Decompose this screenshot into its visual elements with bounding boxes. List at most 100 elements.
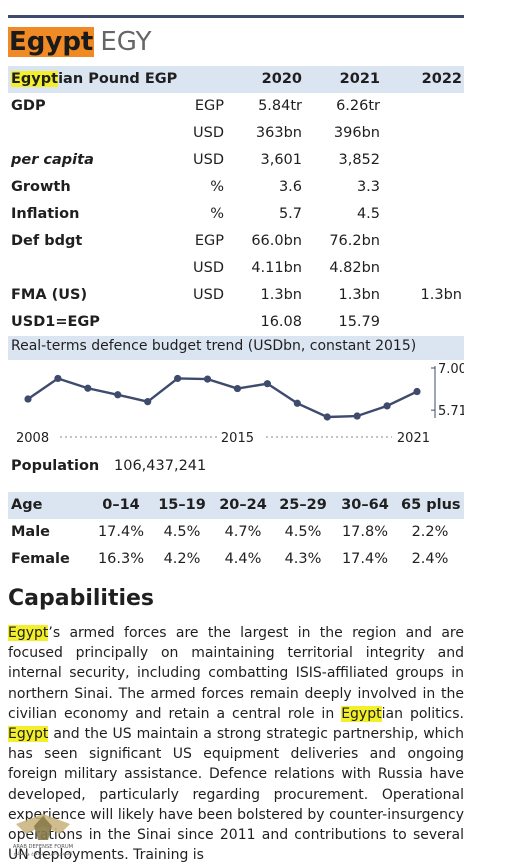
value-2020: 4.11bn <box>251 260 302 276</box>
age-cell: 4.4% <box>224 551 262 567</box>
year-2021: 2021 <box>339 71 380 87</box>
value-2020: 363bn <box>255 125 302 141</box>
row-unit: USD <box>193 287 224 303</box>
capabilities-text: ian politics. <box>381 705 464 722</box>
row-unit: EGP <box>194 98 224 114</box>
age-header-row: Age 0–14 15–19 20–24 25–29 30–64 65 plus <box>8 492 464 519</box>
y-tick-label: 7.00 <box>438 362 464 377</box>
age-female-row: Female 16.3% 4.2% 4.4% 4.3% 17.4% 2.4% <box>8 546 464 573</box>
currency-rest: ian Pound EGP <box>58 71 178 87</box>
age-male-row: Male 17.4% 4.5% 4.7% 4.5% 17.8% 2.2% <box>8 519 464 546</box>
economics-header-row: Egyptian Pound EGP 2020 2021 2022 <box>8 66 464 93</box>
value-2020: 66.0bn <box>251 233 302 249</box>
data-point <box>24 395 32 403</box>
capabilities-paragraph: Egypt’s armed forces are the largest in … <box>8 623 464 865</box>
age-cell: 30–64 <box>341 497 389 513</box>
economics-row: Def bdgt EGP 66.0bn 76.2bn <box>8 228 464 255</box>
value-2020: 1.3bn <box>260 287 302 303</box>
age-cell: 20–24 <box>219 497 267 513</box>
age-row-label: Age <box>11 497 43 513</box>
data-point <box>84 384 92 392</box>
data-point <box>174 374 182 383</box>
age-cell: 65 plus <box>401 497 461 513</box>
row-unit: % <box>210 206 224 222</box>
value-2020: 5.7 <box>278 206 302 222</box>
x-tick-label: 2008 <box>16 431 49 446</box>
age-cell: 16.3% <box>97 551 145 567</box>
value-2020: 5.84tr <box>258 98 302 114</box>
data-point <box>323 413 331 421</box>
watermark-line1: ARAB DEFENSE FORUM <box>13 844 73 850</box>
age-table: Age 0–14 15–19 20–24 25–29 30–64 65 plus Male 1… <box>8 492 464 573</box>
value-2020: 16.08 <box>260 314 302 330</box>
row-label: Growth <box>11 179 71 195</box>
data-point <box>353 412 361 420</box>
row-label: USD1=EGP <box>11 314 100 330</box>
economics-row: USD 363bn 396bn <box>8 120 464 147</box>
egypt-highlight: Egypt <box>8 625 49 641</box>
value-2021: 4.5 <box>356 206 380 222</box>
value-2020: 3.6 <box>278 179 302 195</box>
economics-rows: GDP EGP 5.84tr 6.26tr USD 363bn 396bn per capit… <box>8 93 464 336</box>
watermark-logo: ARAB DEFENSE FORUM المنتدى العربي للدفاع… <box>13 814 73 857</box>
data-point <box>233 384 242 393</box>
economics-table: Egyptian Pound EGP 2020 2021 2022 GDP EGP… <box>8 66 464 336</box>
row-unit: USD <box>193 260 224 276</box>
x-tick-label: 2021 <box>397 431 430 446</box>
watermark-line2: المنتدى العربي للدفاع والتسليح <box>14 852 73 857</box>
value-2021: 396bn <box>333 125 380 141</box>
row-label: per capita <box>11 152 94 168</box>
egypt-highlight: Egypt <box>341 705 382 722</box>
value-2021: 6.26tr <box>336 98 380 114</box>
row-unit: USD <box>193 125 224 141</box>
row-label: GDP <box>11 98 46 114</box>
y-tick-label: 5.71 <box>438 404 464 419</box>
value-2021: 76.2bn <box>329 233 380 249</box>
data-point <box>293 399 301 407</box>
population-value: 106,437,241 <box>114 458 207 474</box>
age-cell: 2.4% <box>411 551 449 567</box>
age-cell: 4.5% <box>284 524 322 540</box>
age-cell: 4.5% <box>163 524 201 540</box>
capabilities-heading: Capabilities <box>8 586 155 611</box>
data-point <box>114 391 122 399</box>
age-cell: 2.2% <box>411 524 449 540</box>
chart-canvas: 7.00 5.71 2008 2015 2021 <box>8 336 464 446</box>
age-cell: 17.4% <box>341 551 389 567</box>
x-tick-label: 2015 <box>221 431 254 446</box>
currency-highlight: Egypt <box>11 71 59 87</box>
row-label: FMA (US) <box>11 287 88 303</box>
capabilities-text: ’s armed forces are the largest in the r… <box>8 625 464 722</box>
chart-title: Real-terms defence budget trend (USDbn, … <box>11 338 417 354</box>
data-point <box>383 402 391 410</box>
age-cell: 17.4% <box>97 524 145 540</box>
chart-title-band <box>8 336 464 360</box>
economics-row: Inflation% 5.7 4.5 <box>8 201 464 228</box>
economics-row: GDP EGP 5.84tr 6.26tr <box>8 93 464 120</box>
row-unit: USD <box>193 152 224 168</box>
economics-row: USD1=EGP 16.08 15.79 <box>8 309 464 336</box>
age-cell: 4.3% <box>284 551 322 567</box>
country-name: Egypt <box>8 27 95 57</box>
value-2021: 3.3 <box>356 179 380 195</box>
capabilities-text: and the US maintain a strong strategic p… <box>8 726 464 864</box>
year-2022: 2022 <box>421 71 462 87</box>
age-cell: 17.8% <box>341 524 389 540</box>
value-2021: 4.82bn <box>329 260 380 276</box>
age-cell: 4.7% <box>224 524 262 540</box>
age-cell: 25–29 <box>279 497 327 513</box>
egypt-highlight: Egypt <box>8 726 49 743</box>
defence-budget-chart: 7.00 5.71 2008 2015 2021 Real-terms defence … <box>8 336 464 447</box>
value-2021: 15.79 <box>338 314 380 330</box>
economics-row: FMA (US) USD 1.3bn 1.3bn 1.3bn <box>8 282 464 309</box>
age-row-label: Female <box>11 551 70 567</box>
currency-label: Egyptian Pound EGP <box>11 66 177 93</box>
data-point <box>144 398 152 406</box>
row-label: Inflation <box>11 206 80 222</box>
economics-row: Growth% 3.6 3.3 <box>8 174 464 201</box>
country-code: EGY <box>100 27 152 57</box>
age-cell: 4.2% <box>163 551 201 567</box>
age-cell: 0–14 <box>102 497 140 513</box>
value-2021: 1.3bn <box>338 287 380 303</box>
row-unit: EGP <box>194 233 224 249</box>
